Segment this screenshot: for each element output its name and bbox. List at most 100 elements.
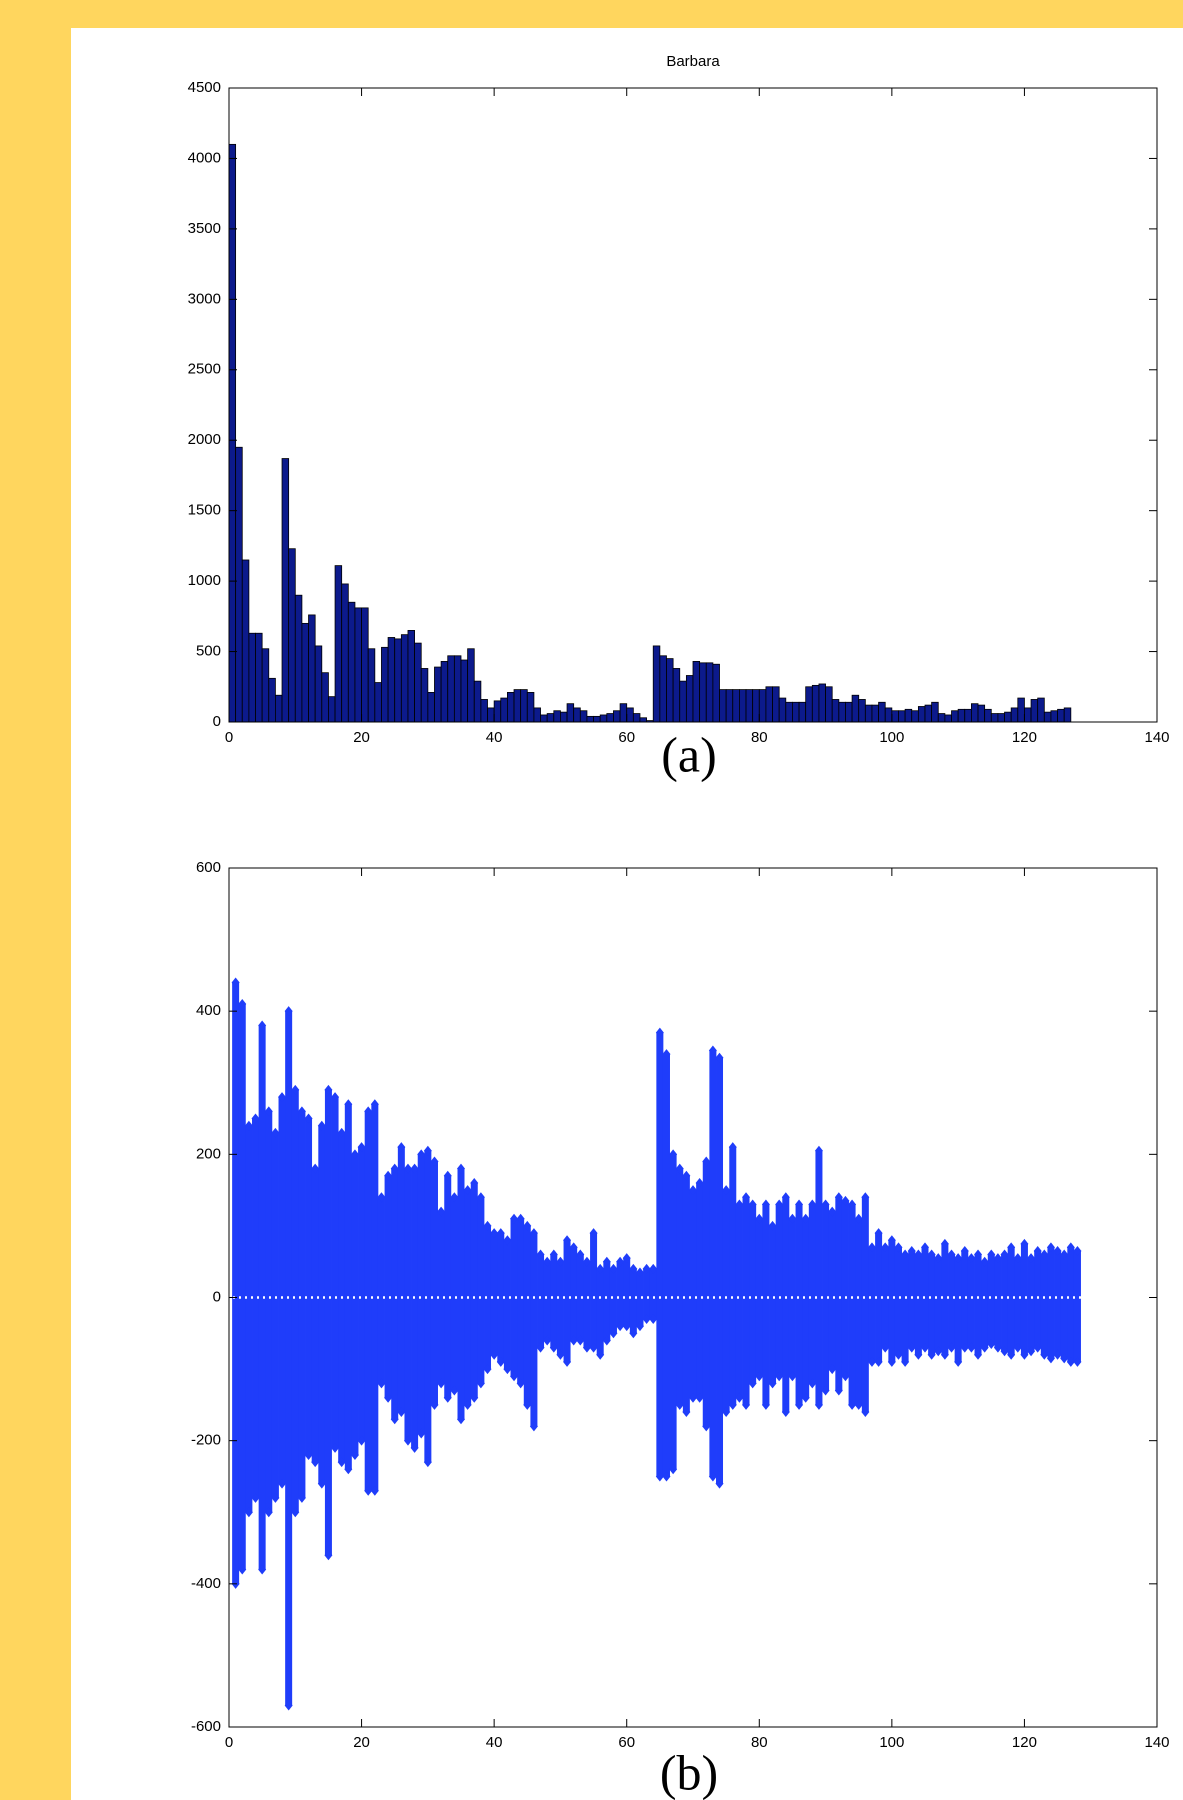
bar (381, 646, 389, 723)
point (410, 1163, 419, 1174)
point (238, 1564, 247, 1575)
point-band (908, 1250, 916, 1348)
point (1033, 1245, 1042, 1256)
bar (566, 703, 575, 723)
point-band (397, 1147, 405, 1413)
point (702, 1421, 711, 1432)
point (742, 1192, 751, 1203)
point (364, 1106, 373, 1117)
x-tick-label: 20 (353, 1734, 370, 1751)
point (503, 1364, 512, 1375)
bar (599, 714, 608, 723)
point (954, 1253, 963, 1264)
point (635, 1267, 644, 1278)
point (1066, 1242, 1075, 1253)
point (881, 1242, 890, 1253)
point (848, 1199, 857, 1210)
point (914, 1349, 923, 1360)
bar (739, 689, 747, 723)
bar (487, 707, 495, 723)
bar (765, 686, 773, 723)
point (350, 1149, 359, 1160)
point (848, 1399, 857, 1410)
point (662, 1049, 671, 1060)
point (675, 1399, 684, 1410)
point (589, 1228, 598, 1239)
bar (579, 710, 588, 723)
point-band (981, 1261, 989, 1348)
y-tick-label: 200 (196, 1145, 221, 1162)
point (722, 1185, 731, 1196)
point (921, 1342, 929, 1353)
point-band (430, 1161, 438, 1405)
point-band (948, 1254, 956, 1348)
point-band (636, 1272, 644, 1327)
plot-frame (228, 87, 1158, 723)
point (689, 1392, 697, 1403)
y-tick-label: 3500 (188, 220, 221, 237)
point-band (477, 1197, 485, 1384)
point (384, 1392, 393, 1403)
point (569, 1242, 578, 1253)
point-band (769, 1225, 777, 1384)
point (244, 1120, 253, 1131)
point (1060, 1249, 1069, 1260)
point (655, 1471, 664, 1482)
point (748, 1199, 757, 1210)
point (894, 1242, 903, 1253)
point (311, 1457, 320, 1468)
point (609, 1328, 618, 1339)
point-band (384, 1175, 392, 1398)
point-band (855, 1218, 863, 1405)
point-band (1054, 1250, 1062, 1355)
point (775, 1199, 784, 1210)
bar (805, 686, 813, 723)
point-band (875, 1233, 883, 1362)
point-band (411, 1168, 419, 1448)
point (1053, 1245, 1062, 1256)
bar (248, 632, 256, 723)
bar (1010, 707, 1019, 723)
point (1007, 1242, 1016, 1253)
point-band (576, 1254, 584, 1341)
point (967, 1253, 976, 1264)
point (927, 1349, 936, 1360)
bar (281, 458, 290, 723)
point (443, 1392, 452, 1403)
point (708, 1471, 717, 1482)
point-band (444, 1175, 452, 1398)
point-band (868, 1247, 876, 1362)
point (457, 1163, 465, 1174)
point-band (351, 1154, 359, 1455)
point (715, 1052, 724, 1063)
point-band (656, 1032, 664, 1477)
point (993, 1253, 1002, 1264)
y-tick-label: 1000 (188, 572, 221, 589)
point (1020, 1238, 1029, 1249)
point (317, 1120, 326, 1131)
point (457, 1414, 465, 1425)
point-band (417, 1154, 425, 1434)
point (921, 1242, 929, 1253)
point (1040, 1349, 1049, 1360)
point (430, 1399, 439, 1410)
point (669, 1464, 678, 1475)
point (410, 1442, 419, 1453)
point (841, 1371, 850, 1382)
point (483, 1220, 492, 1231)
point (443, 1170, 452, 1181)
point-band (278, 1097, 286, 1484)
point-band (682, 1175, 690, 1413)
point-band (377, 1197, 385, 1384)
point (635, 1321, 644, 1332)
point (523, 1220, 532, 1231)
bar (1063, 707, 1072, 723)
bar (911, 710, 919, 723)
point (324, 1550, 333, 1561)
bar (884, 707, 893, 723)
bar (719, 689, 727, 723)
bar (758, 689, 767, 723)
point-band (894, 1247, 902, 1355)
point (834, 1192, 843, 1203)
